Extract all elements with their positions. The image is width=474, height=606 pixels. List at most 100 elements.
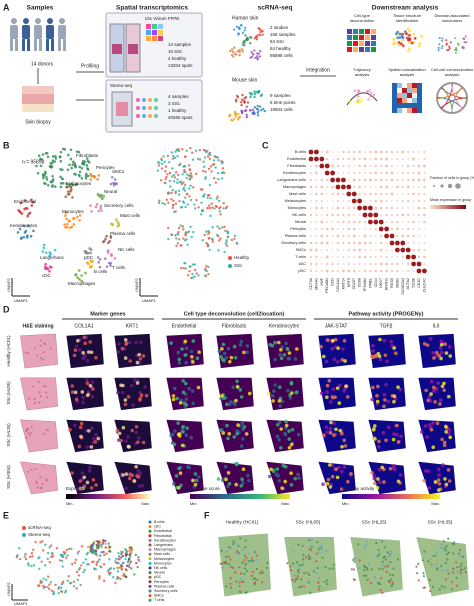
cell-dot — [186, 173, 189, 176]
cell-dot — [445, 42, 448, 45]
cell-dot — [234, 115, 238, 118]
spot — [371, 427, 376, 432]
cell-dot — [398, 32, 402, 36]
dot — [315, 255, 318, 259]
cell-dot — [232, 28, 236, 31]
cell-dot — [165, 175, 168, 179]
cell-dot — [225, 205, 229, 208]
cell-dot — [262, 107, 265, 110]
cell-dot — [48, 270, 51, 273]
cell-dot — [256, 52, 259, 55]
spot — [138, 357, 143, 361]
cell-dot — [457, 42, 460, 45]
cell-dot — [408, 41, 412, 45]
bin — [315, 552, 319, 555]
cell-dot — [192, 186, 195, 189]
cell-dot — [245, 113, 248, 116]
dot — [422, 268, 427, 274]
cell-dot — [47, 575, 50, 578]
bin — [429, 558, 432, 561]
spot — [76, 338, 80, 343]
cell-dot — [252, 53, 255, 56]
spot — [245, 350, 250, 355]
dot — [369, 262, 372, 266]
icon-tile — [412, 93, 417, 98]
cell-dot — [42, 246, 46, 250]
cell-dot — [29, 234, 33, 238]
label: Max. — [141, 501, 150, 506]
cell-dot — [25, 236, 29, 239]
dot — [342, 241, 345, 245]
section-heading: scRNA-seq — [258, 5, 293, 12]
cell-dot — [18, 210, 22, 214]
dot — [364, 249, 366, 251]
cell-dot — [261, 33, 264, 36]
cell-dot — [79, 583, 82, 587]
spot — [78, 425, 83, 430]
icon-tile — [402, 108, 407, 113]
cell-dot — [36, 171, 40, 175]
spot — [239, 339, 244, 344]
cell-dot — [34, 468, 37, 471]
spot — [396, 440, 401, 444]
spot — [179, 483, 183, 488]
spot — [191, 478, 195, 483]
spot — [440, 384, 445, 389]
label: Pathway activity — [342, 486, 375, 491]
cell-dot — [116, 570, 120, 573]
cell-dot — [199, 213, 203, 216]
dot — [326, 200, 328, 202]
cell-dot — [180, 244, 183, 247]
spot — [268, 342, 273, 347]
spot — [117, 342, 121, 346]
spot — [286, 388, 290, 393]
dot — [326, 157, 329, 161]
cluster-label: Keratinocytes — [10, 223, 38, 228]
spot — [284, 419, 288, 424]
spot — [172, 482, 176, 486]
spot — [119, 438, 124, 443]
bin — [387, 555, 391, 558]
cell-dot — [53, 248, 57, 252]
dot — [337, 151, 339, 153]
bin — [375, 542, 378, 545]
dot — [310, 172, 312, 174]
dot — [401, 234, 405, 238]
dot — [423, 178, 426, 182]
section-heading: Samples — [27, 5, 54, 12]
cell-dot — [201, 209, 205, 212]
spot — [437, 473, 441, 477]
cell-dot — [256, 107, 259, 111]
cell-dot — [117, 558, 120, 561]
dot — [379, 192, 383, 196]
label: Cell type score — [190, 486, 220, 491]
dot — [364, 200, 366, 202]
cell-dot — [72, 223, 76, 226]
bin — [369, 582, 373, 585]
bin — [352, 558, 355, 562]
row-label: Langerhans cells — [277, 178, 306, 182]
dot — [418, 158, 420, 160]
cell-dot — [440, 47, 443, 50]
bin — [251, 570, 255, 574]
cell-dot — [24, 351, 27, 354]
cell-dot — [59, 182, 63, 185]
spot — [324, 425, 329, 430]
cell-dot — [36, 354, 39, 357]
bin — [311, 538, 314, 541]
cell-dot — [128, 565, 131, 569]
cell-dot — [396, 36, 400, 40]
dot — [309, 185, 313, 189]
label: Expression — [66, 486, 89, 491]
cell-dot — [94, 205, 98, 209]
bin — [450, 588, 454, 591]
dot — [369, 150, 372, 154]
cell-dot — [105, 234, 108, 238]
spot — [229, 355, 234, 360]
cell-dot — [64, 214, 67, 217]
cell-dot — [244, 34, 247, 37]
dot — [423, 235, 426, 237]
label: JAK-STAT — [325, 323, 348, 329]
cell-dot — [224, 229, 227, 233]
cell-dot — [71, 563, 74, 566]
